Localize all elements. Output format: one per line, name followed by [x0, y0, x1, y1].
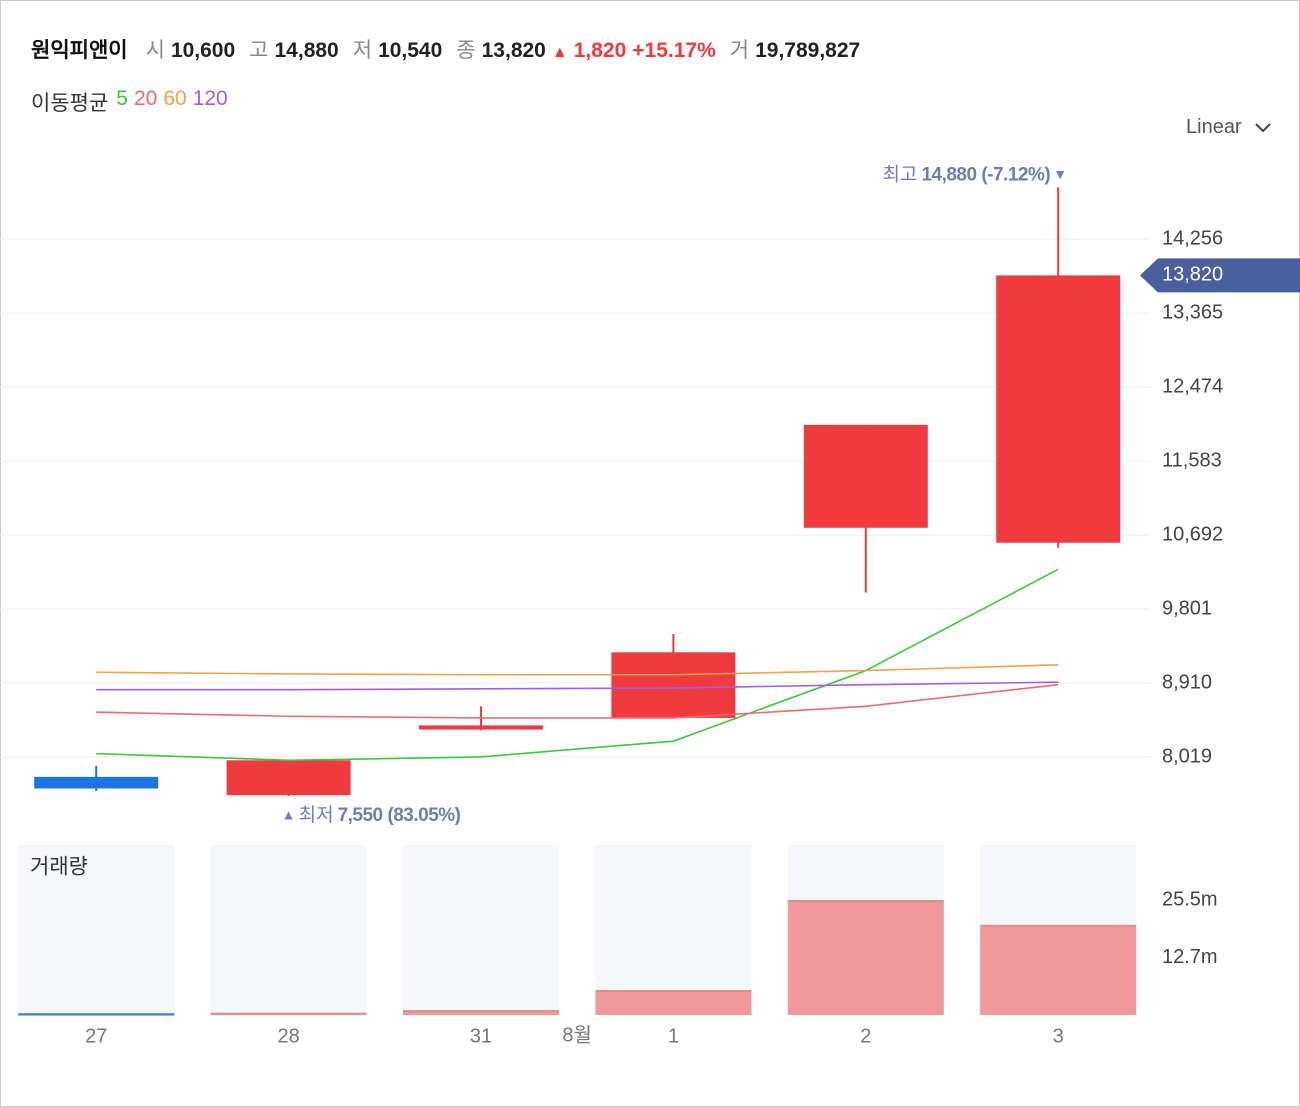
y-tick-label: 10,692 [1162, 523, 1223, 545]
high-annotation: 최고 14,880 (-7.12%) [882, 163, 1050, 185]
ma-legend-item: 60 [163, 87, 187, 110]
month-label: 8월 [562, 1023, 592, 1046]
candle-body [419, 725, 543, 730]
open-value: 10,600 [170, 39, 236, 62]
candle-body [34, 776, 159, 789]
volume-panel-bg [210, 845, 367, 1015]
y-tick-label: 12,474 [1162, 375, 1223, 397]
volume-bar [403, 1010, 559, 1015]
volume-tick-label: 25.5m [1162, 888, 1218, 910]
volume-panel-bg [403, 845, 559, 1015]
x-tick-label: 3 [1053, 1025, 1064, 1047]
scale-dropdown[interactable]: Linear [1186, 116, 1272, 139]
volume-value: 19,789,827 [755, 39, 861, 62]
stock-name: 원익피앤이 [31, 39, 128, 62]
candle-body [803, 424, 928, 528]
volume-bar [980, 925, 1137, 1015]
chevron-icon[interactable] [1254, 122, 1272, 134]
x-tick-label: 27 [85, 1025, 107, 1047]
high-label: 고 [249, 39, 269, 62]
low-value: 10,540 [378, 39, 443, 62]
ma-line [96, 663, 1059, 676]
low-annotation-label: 최저 [299, 804, 334, 826]
y-tick-label: 8,019 [1162, 745, 1212, 767]
last-price-label: 13,820 [1162, 264, 1223, 286]
volume-panel-bg [595, 845, 752, 1015]
candle-body [996, 275, 1121, 543]
change-value: 1,820 [573, 39, 627, 62]
ma-legend-item: 5 [116, 87, 128, 110]
low-annotation-marker: ▲ [282, 807, 296, 823]
ma-line [96, 681, 1059, 691]
ma-legend-title: 이동평균 [31, 92, 109, 115]
last-price-tag [1140, 258, 1300, 293]
y-tick-label: 11,583 [1162, 449, 1222, 471]
x-tick-label: 28 [277, 1025, 299, 1047]
price-header: 원익피앤이 시 10,600 고 14,880 저 10,540 종 13,82… [31, 34, 868, 64]
close-value: 13,820 [481, 39, 546, 62]
change-percent: +15.17% [632, 39, 716, 62]
ma-legend-item: 120 [192, 87, 228, 110]
y-tick-label: 9,801 [1162, 597, 1212, 619]
volume-tick-label: 12.7m [1162, 946, 1218, 968]
volume-title: 거래량 [30, 856, 88, 879]
ma-line [96, 683, 1059, 719]
x-tick-label: 2 [860, 1025, 871, 1047]
y-tick-label: 8,910 [1162, 671, 1212, 693]
x-tick-label: 31 [470, 1025, 492, 1047]
high-value: 14,880 [274, 39, 339, 62]
low-label: 저 [352, 39, 373, 62]
ma-line [96, 568, 1059, 762]
open-label: 시 [145, 39, 165, 62]
volume-panel-bg [18, 845, 175, 1015]
volume-label: 거 [729, 39, 750, 62]
scale-label[interactable]: Linear [1186, 116, 1242, 138]
ma-legend: 이동평균 5 20 60 120 [31, 87, 228, 117]
y-tick-label: 14,256 [1162, 227, 1223, 249]
volume-bar [595, 991, 752, 1015]
x-tick-label: 1 [668, 1025, 679, 1047]
candle-body [226, 760, 351, 796]
y-tick-label: 13,365 [1162, 301, 1223, 323]
low-annotation-value: 7,550 (83.05%) [338, 805, 461, 826]
change-arrow: ▲ [551, 44, 568, 61]
high-annotation-marker: ▼ [1053, 166, 1067, 182]
close-label: 종 [456, 39, 476, 62]
candle-body [611, 652, 736, 718]
high-annotation-label: 최고 [882, 163, 917, 185]
ma-legend-item: 20 [133, 87, 158, 110]
low-annotation: 최저 7,550 (83.05%) [299, 804, 461, 826]
high-annotation-value: 14,880 (-7.12%) [921, 164, 1050, 185]
volume-bar [787, 901, 944, 1015]
